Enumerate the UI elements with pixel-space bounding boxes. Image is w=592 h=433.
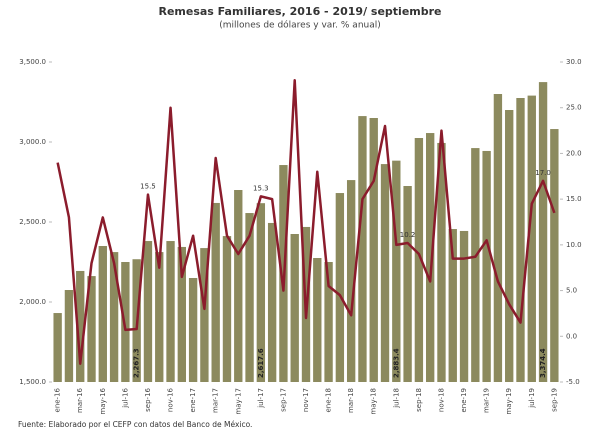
y2-tick-label: 10.0: [566, 241, 582, 249]
bar: [256, 203, 266, 382]
chart-title: Remesas Familiares, 2016 - 2019/ septiem…: [158, 5, 441, 18]
bar: [493, 94, 503, 382]
x-tick-label: mar-17: [212, 388, 220, 413]
y2-tick-label: 20.0: [566, 149, 582, 157]
bar: [392, 160, 401, 382]
y-tick-label: 3,000.0: [19, 138, 46, 146]
x-tick-label: may-19: [505, 388, 513, 415]
x-tick-label: mar-16: [76, 387, 84, 413]
bar: [550, 129, 559, 382]
x-tick-label: jul-19: [528, 388, 536, 409]
y2-tick-label: 30.0: [566, 58, 582, 66]
bar: [98, 246, 107, 382]
chart-subtitle: (millones de dólares y var. % anual): [219, 20, 381, 31]
bar: [64, 290, 74, 382]
bar: [358, 116, 367, 382]
y2-tick-label: 0.0: [566, 332, 577, 340]
x-tick-label: jul-18: [392, 388, 400, 409]
bar-value-label: 2,617.6: [257, 348, 265, 378]
bar: [403, 186, 412, 382]
bar: [471, 148, 480, 382]
bar: [177, 246, 186, 382]
bar: [516, 98, 525, 382]
bar: [87, 276, 96, 382]
x-tick-label: sep-17: [279, 388, 287, 412]
bar: [188, 278, 198, 382]
bar-value-label: 3,374.4: [539, 348, 547, 378]
line-value-label: 10.2: [400, 231, 416, 239]
y2-tick-label: 25.0: [566, 104, 582, 112]
x-tick-label: may-18: [370, 388, 378, 415]
x-tick-label: sep-16: [144, 387, 152, 411]
source-note: Fuente: Elaborado por el CEFP con datos …: [18, 420, 252, 429]
y-tick-label: 2,500.0: [19, 218, 46, 226]
bar: [313, 258, 322, 382]
x-tick-label: may-17: [234, 388, 242, 415]
bar: [324, 262, 333, 382]
x-tick-label: jul-17: [257, 388, 265, 409]
bar: [121, 262, 130, 382]
bar: [143, 241, 153, 382]
x-tick-label: ene-17: [189, 388, 197, 412]
x-tick-label: sep-19: [550, 388, 558, 412]
bar: [222, 236, 232, 382]
y2-tick-label: -5.0: [566, 378, 580, 386]
x-tick-label: jul-16: [121, 387, 129, 408]
bar: [234, 190, 243, 382]
x-tick-label: mar-19: [483, 388, 491, 413]
y2-tick-label: 5.0: [566, 287, 577, 295]
bar: [482, 150, 491, 382]
bar: [211, 202, 220, 382]
y-tick-label: 3,500.0: [19, 58, 46, 66]
bar: [448, 229, 457, 382]
x-tick-label: ene-18: [325, 388, 333, 412]
x-tick-label: ene-19: [460, 388, 468, 412]
y-tick-label: 2,000.0: [19, 298, 46, 306]
bar: [200, 248, 209, 382]
bar: [346, 180, 356, 382]
bar: [290, 234, 299, 382]
bar-value-label: 2,883.4: [392, 348, 400, 378]
bar: [155, 252, 164, 382]
x-tick-label: ene-16: [54, 387, 62, 412]
bar: [538, 82, 548, 382]
bar: [109, 252, 119, 382]
bar-value-label: 2,267.3: [133, 348, 141, 378]
x-tick-label: may-16: [99, 387, 107, 414]
line-value-label: 15.3: [253, 184, 269, 192]
bar: [505, 110, 514, 382]
line-series: [56, 79, 556, 365]
bar: [437, 142, 446, 382]
y-tick-label: 1,500.0: [19, 378, 46, 386]
line-value-label: 15.5: [140, 183, 156, 191]
x-tick-label: nov-17: [302, 388, 310, 412]
bar: [414, 138, 424, 382]
bar: [426, 133, 435, 382]
bar: [380, 164, 390, 382]
bar: [245, 213, 254, 382]
bar: [166, 241, 175, 382]
bar: [459, 230, 469, 382]
bar: [527, 95, 536, 382]
bar: [335, 193, 345, 382]
x-tick-label: nov-18: [437, 388, 445, 412]
x-tick-label: sep-18: [415, 388, 423, 412]
bar: [267, 222, 277, 382]
y2-tick-label: 15.0: [566, 195, 582, 203]
line-value-label: 17.0: [535, 169, 551, 177]
bar: [76, 270, 85, 382]
x-tick-label: mar-18: [347, 388, 355, 413]
x-tick-label: nov-16: [167, 387, 175, 412]
bar: [369, 118, 378, 382]
bar: [53, 313, 62, 382]
